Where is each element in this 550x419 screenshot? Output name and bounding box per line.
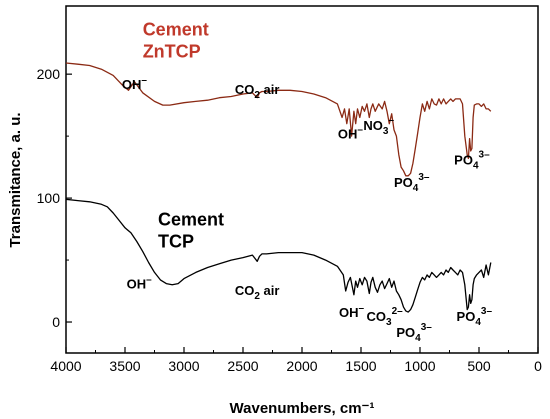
series-label: Cement ZnTCP <box>143 20 209 62</box>
y-tick-label: 100 <box>37 190 61 206</box>
x-axis-title: Wavenumbers, cm⁻¹ <box>230 400 375 417</box>
series-line-tcp <box>65 198 492 313</box>
band-annotation: CO2 air <box>235 82 280 101</box>
y-tick-label: 0 <box>52 314 60 330</box>
band-annotation: OH– <box>338 125 364 142</box>
x-tick-label: 2000 <box>286 358 317 374</box>
x-axis-ticks: 4000 3500 3000 2500 2000 1500 1000 500 0 <box>50 347 542 374</box>
band-annotation: CO2 air <box>235 283 280 302</box>
band-annotation: PO43– <box>394 172 430 194</box>
y-tick-label: 200 <box>37 66 61 82</box>
band-annotation: PO43– <box>396 322 432 344</box>
x-tick-label: 3500 <box>109 358 140 374</box>
x-tick-label: 1000 <box>404 358 435 374</box>
band-annotation: NO3– <box>363 115 394 137</box>
series-line-zntcp <box>65 62 492 177</box>
y-axis-ticks: 0 100 200 <box>37 66 72 330</box>
y-axis-title: Transmitance, a. u. <box>7 112 24 247</box>
plot-frame <box>65 5 539 354</box>
band-annotation: PO43– <box>454 150 490 172</box>
x-tick-label: 500 <box>467 358 491 374</box>
band-annotation: PO43– <box>457 306 493 328</box>
x-tick-label: 4000 <box>50 358 81 374</box>
series-layer <box>65 62 492 313</box>
series-label-layer: Cement ZnTCP Cement TCP <box>143 20 224 252</box>
x-tick-label: 2500 <box>227 358 258 374</box>
series-label: Cement TCP <box>158 209 224 251</box>
x-tick-label: 1500 <box>345 358 376 374</box>
band-annotation: OH– <box>339 303 365 320</box>
band-annotation: OH– <box>122 75 148 92</box>
band-annotation: CO32– <box>367 306 404 328</box>
x-tick-label: 0 <box>534 358 542 374</box>
x-tick-label: 3000 <box>168 358 199 374</box>
band-annotation: OH– <box>127 275 153 292</box>
